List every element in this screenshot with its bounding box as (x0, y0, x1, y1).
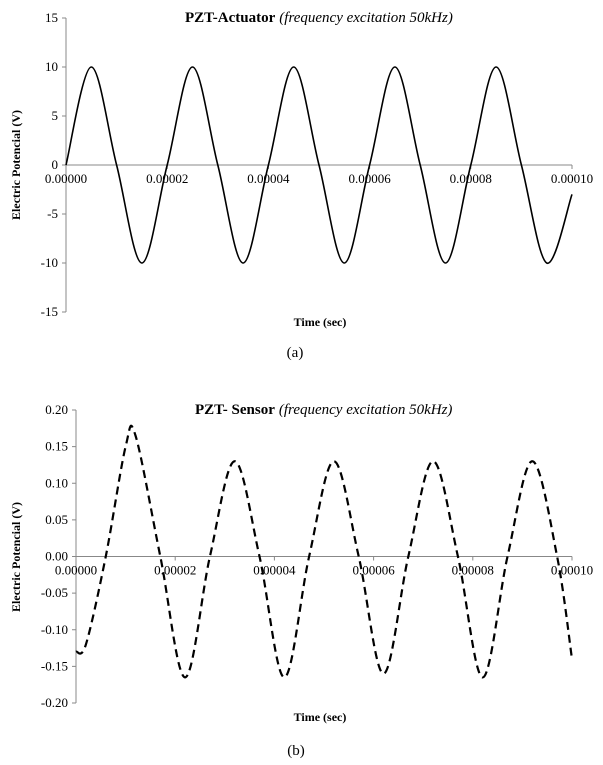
x-tick-label: 0.00010 (551, 171, 593, 186)
y-tick-label: 0.10 (45, 475, 68, 490)
x-tick-label: 0.00010 (551, 563, 593, 578)
chart-a-y-axis-label: Electric Potencial (V) (9, 110, 23, 220)
x-tick-label: 0.00002 (154, 563, 196, 578)
y-tick-label: -0.05 (41, 585, 68, 600)
chart-a-title-main: PZT-Actuator (185, 10, 276, 26)
x-tick-label: 0.00004 (247, 171, 290, 186)
x-tick-label: 0.00006 (352, 563, 395, 578)
y-tick-label: -15 (41, 304, 58, 319)
series-line (76, 426, 572, 678)
y-tick-label: 5 (52, 108, 59, 123)
y-tick-label: 0.20 (45, 402, 68, 417)
y-tick-label: 0 (52, 157, 59, 172)
x-tick-label: 0.00006 (348, 171, 391, 186)
y-tick-label: 10 (45, 59, 58, 74)
y-tick-label: -0.20 (41, 695, 68, 710)
y-tick-label: -0.15 (41, 658, 68, 673)
y-tick-label: -5 (47, 206, 58, 221)
y-tick-label: -10 (41, 255, 58, 270)
y-tick-label: 0.05 (45, 512, 68, 527)
chart-b-x-axis-label: Time (sec) (294, 710, 347, 724)
x-tick-label: 0.00000 (45, 171, 87, 186)
y-tick-label: 15 (45, 10, 58, 25)
x-tick-label: 0.00008 (452, 563, 494, 578)
chart-b-caption: (b) (287, 743, 305, 759)
chart-b-y-axis-label: Electric Potencial (V) (9, 502, 23, 612)
chart-b-title-main: PZT- Sensor (195, 402, 275, 418)
y-tick-label: 0.15 (45, 439, 68, 454)
y-tick-label: 0.00 (45, 549, 68, 564)
chart-panel-a: PZT-Actuator (frequency excitation 50kHz… (0, 0, 603, 370)
chart-b-svg: PZT- Sensor (frequency excitation 50kHz)… (0, 372, 603, 765)
chart-b-title-sub: (frequency excitation 50kHz) (279, 402, 453, 418)
chart-a-title-sub: (frequency excitation 50kHz) (279, 10, 453, 26)
chart-a-x-axis-label: Time (sec) (294, 315, 347, 329)
x-tick-label: 0.00000 (55, 563, 97, 578)
chart-panel-b: PZT- Sensor (frequency excitation 50kHz)… (0, 372, 603, 765)
x-tick-label: 0.00002 (146, 171, 188, 186)
chart-a-title: PZT-Actuator (frequency excitation 50kHz… (185, 9, 453, 26)
chart-b-title: PZT- Sensor (frequency excitation 50kHz) (195, 401, 452, 418)
y-tick-label: -0.10 (41, 622, 68, 637)
x-tick-label: 0.00008 (450, 171, 492, 186)
chart-a-caption: (a) (287, 345, 304, 361)
x-tick-label: 0.00004 (253, 563, 296, 578)
chart-a-svg: PZT-Actuator (frequency excitation 50kHz… (0, 0, 603, 370)
